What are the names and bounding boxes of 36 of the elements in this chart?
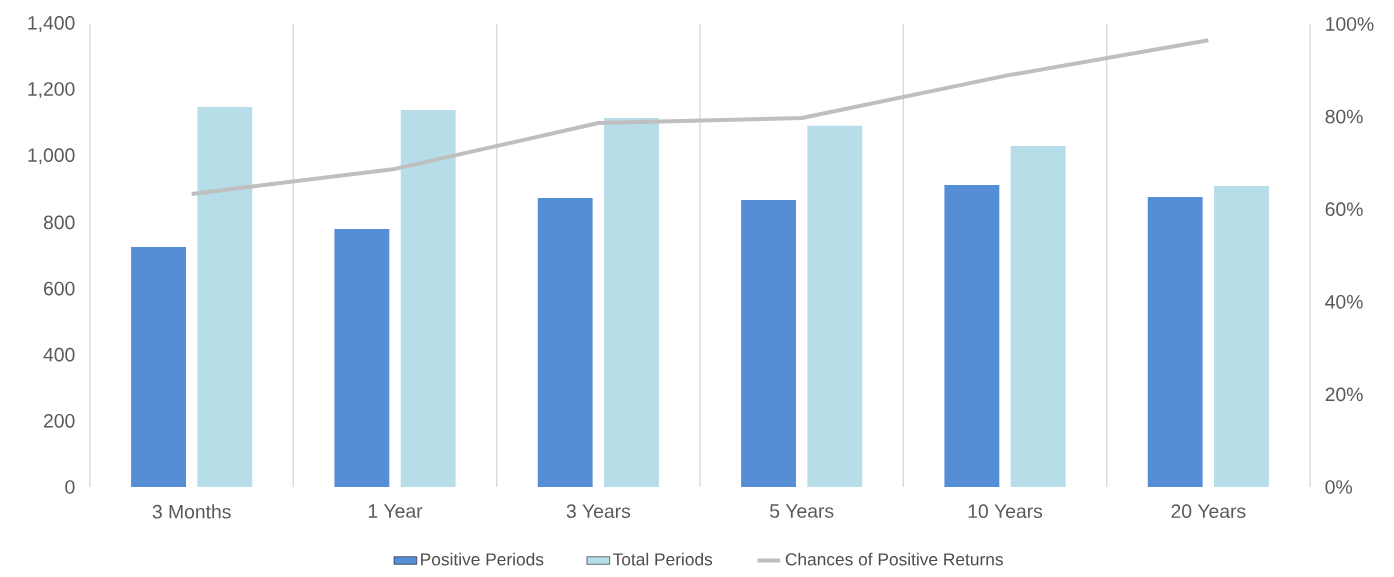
- y-tick-label: 0: [65, 480, 75, 494]
- y-tick-label: 1,200: [28, 82, 75, 99]
- bar: [1147, 196, 1203, 487]
- y2-tick-label: 80%: [1325, 109, 1363, 124]
- bar: [334, 229, 390, 487]
- y2-tick-label: 40%: [1325, 294, 1363, 309]
- y-tick-label: 400: [43, 347, 75, 362]
- y2-tick-label: 0%: [1325, 480, 1352, 494]
- y2-tick-label: 60%: [1325, 202, 1363, 217]
- legend-label: Positive Periods: [421, 552, 544, 566]
- bar: [197, 107, 253, 487]
- line-series: [189, 38, 1211, 196]
- legend-label: Total Periods: [613, 552, 713, 566]
- bar: [537, 197, 593, 487]
- y-tick-label: 200: [44, 413, 75, 428]
- bar: [807, 125, 863, 487]
- legend-label: Chances of Positive Returns: [785, 552, 1003, 566]
- bar: [741, 199, 796, 487]
- x-tick-label: 5 Years: [770, 504, 834, 518]
- x-tick-label: 3 Years: [566, 504, 631, 519]
- x-tick-label: 10 Years: [968, 504, 1043, 519]
- bar: [400, 109, 456, 487]
- y2-tick-label: 20%: [1325, 387, 1363, 402]
- bar: [1214, 186, 1269, 487]
- x-tick-label: 20 Years: [1171, 504, 1246, 519]
- x-tick-label: 3 Months: [152, 504, 231, 519]
- y2-tick-label: 100%: [1326, 17, 1374, 31]
- y-tick-label: 600: [44, 281, 75, 296]
- x-tick-label: 1 Year: [368, 504, 423, 518]
- y-tick-label: 800: [43, 215, 75, 230]
- y-tick-label: 1,000: [28, 148, 75, 165]
- bar: [604, 117, 659, 487]
- y-tick-label: 1,400: [28, 16, 75, 32]
- bar: [1010, 146, 1066, 487]
- bar: [131, 246, 186, 487]
- bar: [944, 185, 1000, 487]
